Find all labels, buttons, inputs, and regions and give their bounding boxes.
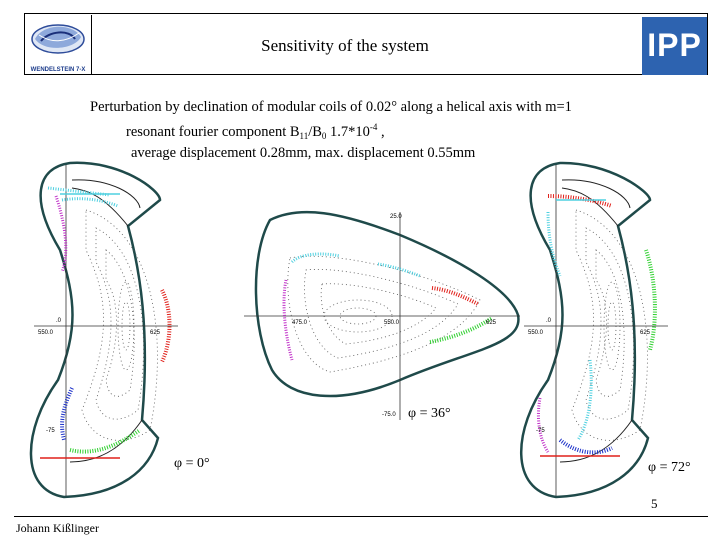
right-inner-line xyxy=(559,179,633,463)
angle-label-72: φ = 72° xyxy=(648,460,691,475)
footer-divider xyxy=(14,516,708,517)
author-name: Johann Kißlinger xyxy=(16,521,99,535)
middle-tick-y-bot: -75.0 xyxy=(382,412,396,418)
ipp-logo-text: IPP xyxy=(647,27,702,63)
slide-title: Sensitivity of the system xyxy=(261,36,429,55)
page-number: 5 xyxy=(651,496,658,511)
description-line-1: Perturbation by declination of modular c… xyxy=(90,99,572,115)
description-line-2: resonant fourier component B11/B0 1.7*10… xyxy=(126,122,385,141)
desc2-sub-11: 11 xyxy=(299,131,309,141)
stellarator-logo-icon xyxy=(31,24,85,54)
right-tick-y-low: -75 xyxy=(536,428,545,434)
left-tick-x2: 625 xyxy=(150,330,161,336)
description-line-3: average displacement 0.28mm, max. displa… xyxy=(131,145,476,161)
desc2-sup: -4 xyxy=(369,122,378,132)
right-tick-x: 550.0 xyxy=(528,330,544,336)
plot-right: 550.0 625 .0 -75 xyxy=(520,161,668,499)
plot-middle: 25.0 -75.0 475.0 550.0 625 xyxy=(244,210,520,420)
left-boundary xyxy=(29,161,162,499)
desc2-part-d: , xyxy=(377,124,385,140)
logo-caption: WENDELSTEIN 7-X xyxy=(30,67,86,73)
angle-label-36: φ = 36° xyxy=(408,406,451,421)
desc2-part-a: resonant fourier component B xyxy=(126,124,300,140)
desc2-part-c: 1.7*10 xyxy=(326,124,370,140)
left-tick-y-low: -75 xyxy=(46,428,55,434)
left-inner-line xyxy=(69,179,143,463)
desc2-part-b: /B xyxy=(308,124,322,140)
middle-boundary xyxy=(254,210,520,398)
right-tick-x2: 625 xyxy=(640,330,651,336)
left-tick-y-mid: .0 xyxy=(56,318,62,324)
right-boundary xyxy=(520,161,652,499)
middle-tick-y-top: 25.0 xyxy=(390,214,402,220)
desc2-sub-0: 0 xyxy=(321,131,327,141)
angle-label-0: φ = 0° xyxy=(174,456,210,471)
wendelstein-7x-logo: WENDELSTEIN 7-X xyxy=(25,15,92,75)
plot-left: 550.0 625 .0 -75 xyxy=(29,161,178,499)
middle-tick-x1: 475.0 xyxy=(292,320,308,326)
ipp-logo: IPP xyxy=(642,17,707,75)
middle-tick-x2: 550.0 xyxy=(384,320,400,326)
middle-tick-x3: 625 xyxy=(486,320,497,326)
left-tick-x: 550.0 xyxy=(38,330,54,336)
header-frame xyxy=(24,13,708,75)
right-tick-y-mid: .0 xyxy=(546,318,552,324)
